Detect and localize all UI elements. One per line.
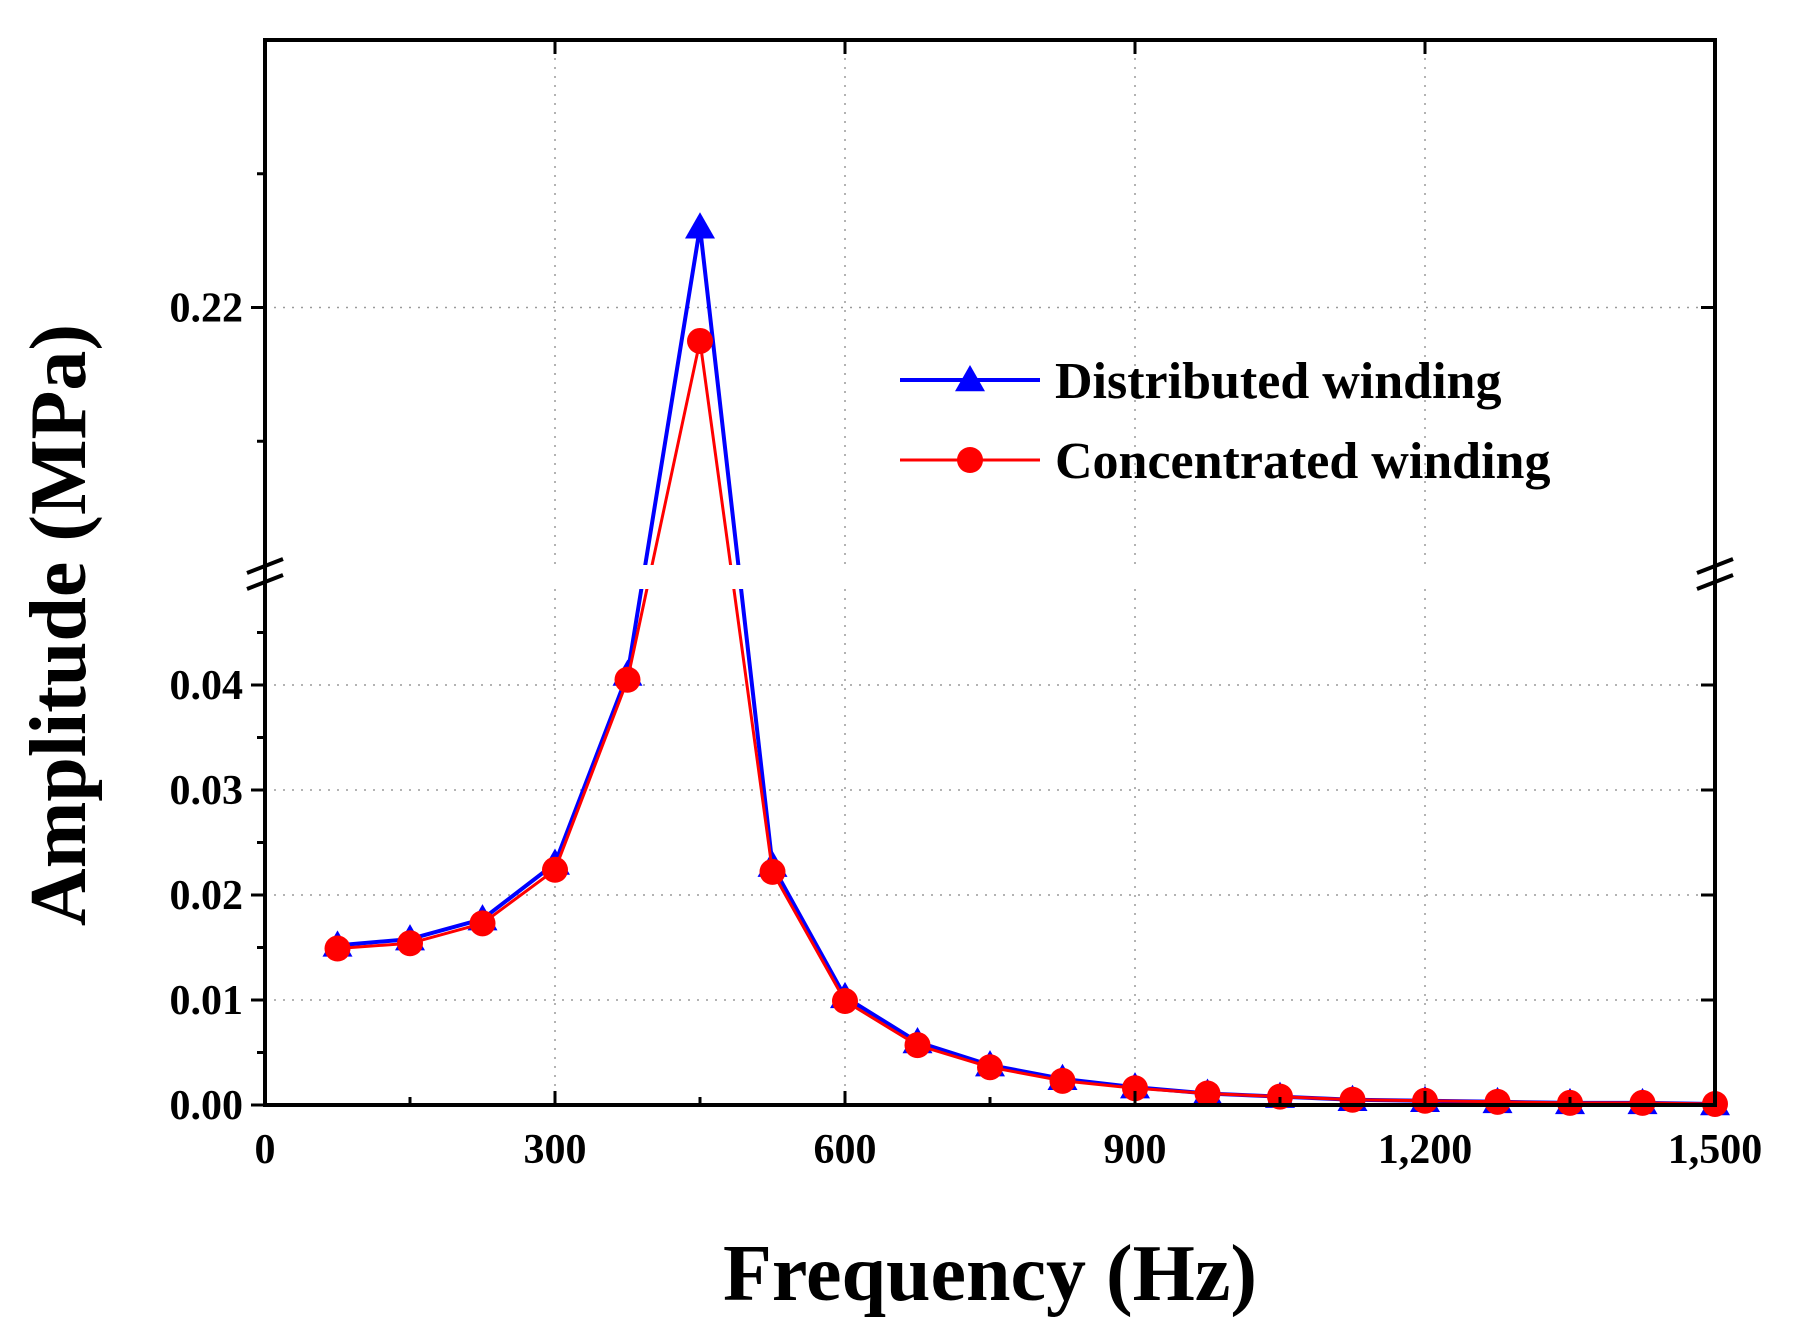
y-tick-label: 0.00 — [170, 1083, 244, 1129]
y-tick-label: 0.02 — [170, 873, 244, 919]
data-point-concentrated — [397, 930, 423, 957]
data-point-concentrated — [1484, 1088, 1511, 1115]
y-axis-title: Amplitude (MPa) — [15, 324, 103, 926]
data-point-distributed — [685, 212, 715, 239]
data-point-concentrated — [324, 935, 351, 962]
x-tick-label: 0 — [255, 1127, 276, 1173]
data-point-concentrated — [542, 856, 568, 883]
break-gap — [268, 565, 1712, 589]
data-point-concentrated — [759, 858, 786, 885]
series-line-distributed — [337, 225, 1716, 1106]
y-tick-label: 0.04 — [170, 663, 244, 709]
legend-label-distributed: Distributed winding — [1055, 353, 1501, 410]
data-point-concentrated — [469, 910, 496, 937]
data-point-concentrated — [687, 327, 713, 354]
axis-break — [246, 557, 1734, 591]
data-point-concentrated — [1629, 1089, 1656, 1116]
legend-marker-distributed — [955, 365, 985, 392]
data-point-concentrated — [904, 1032, 931, 1059]
data-point-concentrated — [614, 666, 641, 693]
x-tick-label: 300 — [524, 1127, 587, 1173]
data-point-concentrated — [1339, 1086, 1366, 1113]
tick-labels: 0 300 600 900 1,200 1,500 0.00 0.01 0.02 0.03 0.04… — [170, 286, 1763, 1174]
x-tick-label: 1,500 — [1668, 1127, 1763, 1173]
data-point-concentrated — [1049, 1067, 1076, 1094]
data-point-concentrated — [1194, 1080, 1221, 1107]
data-point-concentrated — [1122, 1075, 1148, 1102]
legend: Distributed winding Concentrated winding — [900, 353, 1550, 490]
series-layer — [322, 212, 1730, 1117]
x-tick-label: 1,200 — [1378, 1127, 1473, 1173]
x-tick-label: 600 — [814, 1127, 877, 1173]
y-tick-label: 0.03 — [170, 768, 244, 814]
axis-ticks — [251, 40, 1717, 1107]
legend-label-concentrated: Concentrated winding — [1055, 433, 1550, 490]
y-tick-label: 0.01 — [170, 978, 244, 1024]
x-axis-title: Frequency (Hz) — [723, 1230, 1257, 1318]
y-tick-label: 0.22 — [170, 286, 244, 332]
data-point-concentrated — [832, 988, 858, 1015]
data-point-concentrated — [977, 1054, 1003, 1081]
legend-marker-concentrated — [957, 447, 983, 473]
x-tick-label: 900 — [1104, 1127, 1167, 1173]
